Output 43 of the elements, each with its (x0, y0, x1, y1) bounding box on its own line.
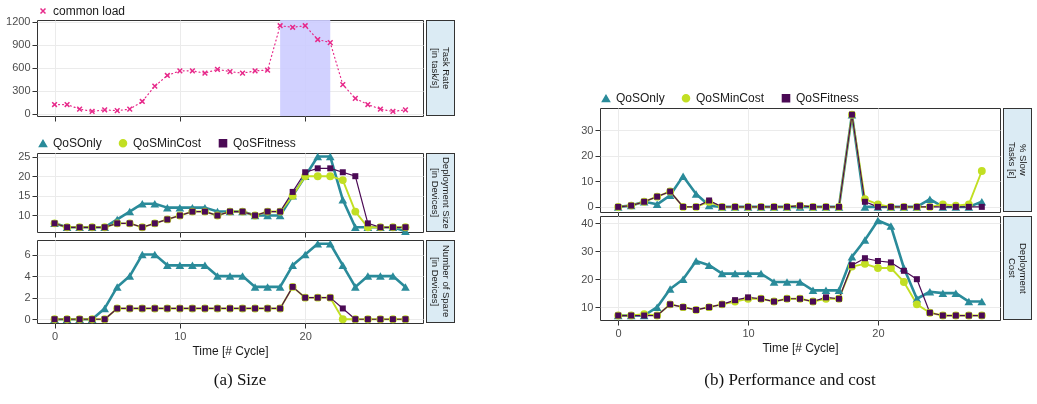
x-tick-label: 10 (174, 329, 187, 342)
y-tick-label: 600 (12, 61, 31, 74)
y-tick-label: 0 (24, 312, 31, 325)
legend-label: QoSMinCost (133, 136, 202, 151)
y-tick-label: 0 (24, 107, 31, 120)
y-tick-label: 900 (12, 38, 31, 51)
x-tick-label: 20 (872, 326, 885, 339)
y-tick-label: 6 (24, 248, 31, 261)
x-axis-title: Time [# Cycle] (192, 343, 269, 358)
y-tick-label: 2 (24, 291, 31, 304)
legend-label: QoSOnly (616, 91, 665, 106)
y-tick-label: 30 (581, 123, 594, 136)
text: (a) Size (212, 370, 268, 390)
text: (b) Performance and cost (703, 370, 877, 390)
y-tick-label: 10 (581, 174, 594, 187)
y-axis-title: Number of Spare [in Devices] (426, 240, 455, 323)
y-tick-label: 0 (587, 200, 594, 213)
x-tick-label: 0 (615, 326, 622, 339)
y-tick-label: 25 (18, 150, 31, 163)
x-tick-label: 20 (299, 329, 312, 342)
y-tick-label: 1200 (6, 15, 31, 28)
legend-label: QoSFitness (796, 91, 859, 106)
y-tick-label: 10 (18, 208, 31, 221)
y-axis-title: % Slow Tasks [ε] (1003, 108, 1032, 212)
y-tick-label: 300 (12, 84, 31, 97)
y-axis-title: Deployment Size [in Devices] (426, 153, 455, 232)
legend-label: common load (53, 4, 126, 18)
x-axis-title: Time [# Cycle] (762, 340, 839, 355)
y-tick-label: 20 (581, 272, 594, 285)
legend-label: QoSOnly (53, 136, 102, 151)
y-axis-title: Deployment Cost (1003, 216, 1032, 320)
legend-label: QoSMinCost (696, 91, 765, 106)
x-tick-label: 10 (742, 326, 755, 339)
y-tick-label: 20 (18, 169, 31, 182)
y-axis-title: Task Rate [in task/s] (426, 20, 455, 116)
legend-label: QoSFitness (233, 136, 296, 151)
x-tick-label: 0 (51, 329, 59, 342)
y-tick-label: 15 (18, 189, 31, 202)
y-tick-label: 30 (581, 244, 594, 257)
y-tick-label: 40 (581, 216, 594, 229)
y-tick-label: 4 (24, 269, 31, 282)
y-tick-label: 20 (581, 149, 594, 162)
y-tick-label: 10 (581, 300, 594, 313)
